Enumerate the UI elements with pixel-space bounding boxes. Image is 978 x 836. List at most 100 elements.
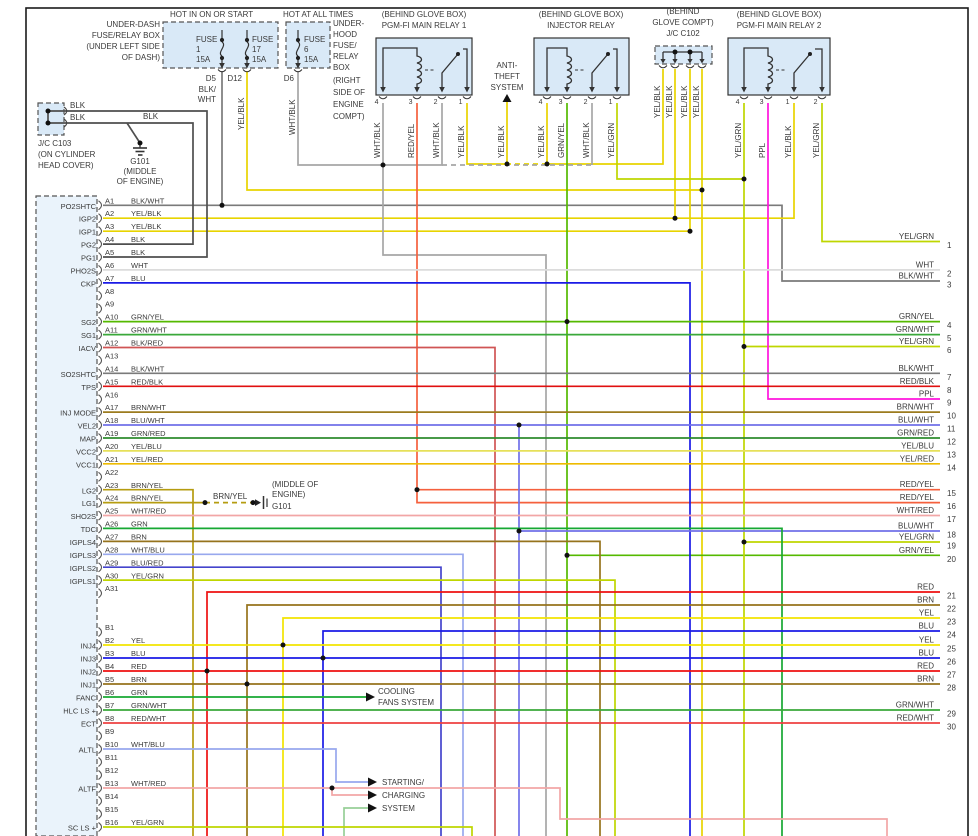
wire-relay2-pin2-to-1 xyxy=(821,103,940,243)
pgm-fi-main-relay-2-pin-number: 2 xyxy=(814,99,818,106)
fuse-6-cavity: D6 xyxy=(284,74,295,83)
pin-B8-wire-color: RED/WHT xyxy=(131,714,166,723)
junction-dot xyxy=(137,140,143,146)
pin-A5-wire-color: BLK xyxy=(131,248,145,257)
right-wire-2-color: WHT xyxy=(916,260,934,269)
label: HEAD COVER) xyxy=(38,161,94,170)
wire-a7-ckp-trunk xyxy=(103,282,691,836)
pin-B14-bracket xyxy=(98,796,103,806)
pin-A14-bracket xyxy=(98,368,103,379)
right-wire-22-number: 22 xyxy=(947,605,956,614)
pin-A18-signal: VEL2 xyxy=(78,422,96,431)
wire-color-label: GRN/YEL xyxy=(557,122,566,158)
label: (RIGHT xyxy=(333,76,361,85)
right-wire-25-number: 25 xyxy=(947,645,956,654)
pgm-fi-main-relay-2-pin-number: 4 xyxy=(736,99,740,106)
pgm-fi-main-relay-1-pin-arrow xyxy=(414,87,420,93)
right-wire-22-color: BRN xyxy=(917,596,934,605)
pin-A30-wire-color: YEL/GRN xyxy=(131,571,164,580)
pin-B7-id: B7 xyxy=(105,701,114,710)
pin-A21-signal: VCC1 xyxy=(76,460,96,469)
injector-relay-pin-connector xyxy=(562,96,572,100)
pin-A3-id: A3 xyxy=(105,222,114,231)
pin-A18-id: A18 xyxy=(105,416,118,425)
pin-A25-signal: SHO2S xyxy=(71,512,96,521)
pgm-fi-main-relay-2-contact-dot xyxy=(808,52,812,56)
pin-B3-signal: INJ3 xyxy=(81,655,96,664)
right-wire-4-number: 4 xyxy=(947,321,952,330)
pin-B2-bracket xyxy=(98,640,103,650)
fuse-17-cavity: D12 xyxy=(227,74,242,83)
pin-A27-id: A27 xyxy=(105,532,118,541)
pgm-fi-main-relay-1-pin-connector xyxy=(412,96,422,100)
junction-dot xyxy=(516,422,522,428)
pin-A10-bracket xyxy=(98,316,103,327)
pin-A24-wire-color: BRN/YEL xyxy=(131,494,163,503)
pin-A17-wire-color: BRN/WHT xyxy=(131,403,166,412)
fuse-6-wire-color: WHT/BLK xyxy=(288,99,297,135)
right-wire-21-number: 21 xyxy=(947,592,956,601)
cooling-fans-system-label: COOLING xyxy=(378,687,415,696)
pin-A4-bracket xyxy=(98,239,103,250)
pin-B11-bracket xyxy=(98,757,103,767)
pin-A24-signal: LG1 xyxy=(82,499,96,508)
wire-a4-pg2-c103 xyxy=(48,122,194,245)
anti-theft-arrow xyxy=(502,94,512,102)
right-wire-23-color: YEL xyxy=(919,609,935,618)
fuse-17-connector xyxy=(242,69,252,73)
right-wire-2-number: 2 xyxy=(947,269,952,278)
right-wire-20-color: GRN/YEL xyxy=(899,546,935,555)
right-wire-17-color: WHT/RED xyxy=(897,506,935,515)
junction-dot xyxy=(329,785,335,791)
label: FUSE/ xyxy=(333,41,357,50)
right-wire-8-color: RED/BLK xyxy=(900,377,935,386)
pin-A28-id: A28 xyxy=(105,545,118,554)
pin-A23-id: A23 xyxy=(105,481,118,490)
junction-dot xyxy=(380,162,386,168)
wire-a1-po2shtc-to-3 xyxy=(103,204,940,282)
junction-dot xyxy=(280,642,286,648)
pgm-fi-main-relay-1-pin-number: 3 xyxy=(409,99,413,106)
pgm-fi-main-relay-2-pin-connector xyxy=(789,96,799,100)
right-wire-3-number: 3 xyxy=(947,281,952,290)
pin-B1-bracket xyxy=(98,627,103,637)
junction-dot xyxy=(204,668,210,674)
pgm-fi-main-relay-1-label: (BEHIND GLOVE BOX) xyxy=(382,10,467,19)
fuse-1-label: 15A xyxy=(196,55,211,64)
pin-A16-id: A16 xyxy=(105,390,118,399)
right-wire-20-number: 20 xyxy=(947,555,956,564)
wire-color-label: YEL/BLK xyxy=(537,125,546,158)
jc-c102-pin-connector xyxy=(685,65,695,69)
pin-B6-id: B6 xyxy=(105,688,114,697)
jc-c102-pin-connector xyxy=(670,65,680,69)
pin-A17-bracket xyxy=(98,407,103,418)
right-wire-29-color: GRN/WHT xyxy=(896,701,934,710)
fuse-1-dot xyxy=(219,37,225,43)
junction-dot xyxy=(244,681,250,687)
jc-c103-pin xyxy=(63,106,68,116)
right-wire-23-number: 23 xyxy=(947,618,956,627)
pin-A31-bracket xyxy=(98,588,103,599)
pin-B11-id: B11 xyxy=(105,753,118,762)
injector-relay-pin-connector xyxy=(542,96,552,100)
pin-A22-id: A22 xyxy=(105,468,118,477)
fuse-17-dot xyxy=(244,55,250,61)
pin-B5-signal: INJ1 xyxy=(81,681,96,690)
pin-A25-wire-color: WHT/RED xyxy=(131,507,167,516)
label: FUSE/RELAY BOX xyxy=(92,31,161,40)
pin-A3-signal: IGP1 xyxy=(79,228,96,237)
pgm-fi-main-relay-2-pin-connector xyxy=(817,96,827,100)
pin-B13-signal: ALTF xyxy=(78,785,96,794)
wire-color-label: YEL/BLK xyxy=(457,125,466,158)
junction-dot xyxy=(250,500,256,506)
pin-B3-wire-color: BLU xyxy=(131,649,146,658)
pgm-fi-main-relay-2-pin-arrow xyxy=(765,87,771,93)
wire-color-label: PPL xyxy=(758,142,767,158)
pin-A2-bracket xyxy=(98,213,103,224)
label: (UNDER LEFT SIDE xyxy=(86,42,160,51)
wire-fuse17-d12-feed xyxy=(246,71,702,191)
fuse-6-label: 15A xyxy=(304,55,319,64)
junction-dot xyxy=(741,539,747,545)
injector-relay-pin-number: 4 xyxy=(539,99,543,106)
pin-B10-signal: ALTL xyxy=(79,746,96,755)
